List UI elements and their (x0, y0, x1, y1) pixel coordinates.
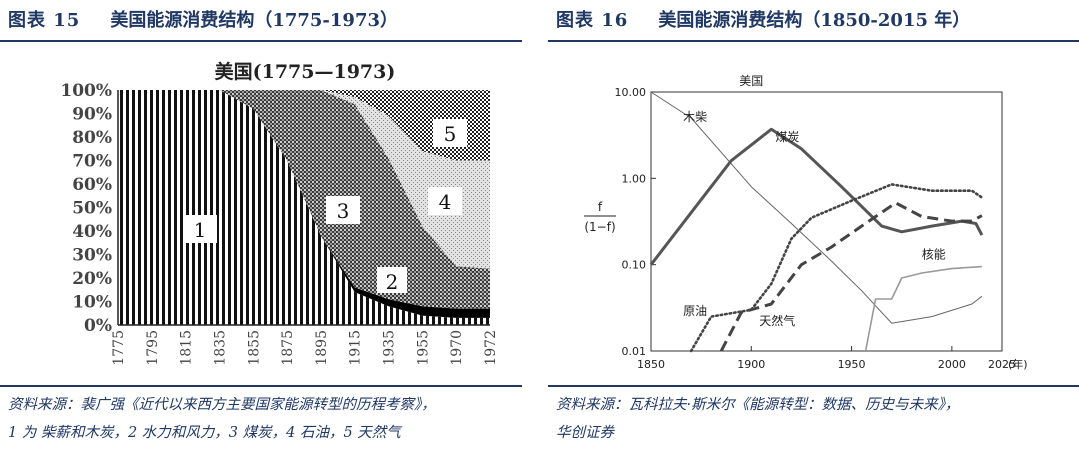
x-tick-label: 1895 (314, 330, 330, 366)
chart-title: 美国 (739, 74, 763, 88)
x-tick-label: 1850 (637, 358, 665, 371)
series-line-2 (649, 127, 984, 266)
series-label: 核能 (922, 247, 946, 261)
y-tick-label: 1.00 (622, 172, 647, 185)
y-tick-label: 0% (84, 316, 112, 336)
area-layer-3 (118, 90, 490, 309)
x-tick-label: 1955 (415, 330, 431, 366)
figure-15-caption: 美国能源消费结构（1775-1973） (110, 10, 398, 31)
x-tick-label: 1815 (179, 330, 195, 366)
x-tick-label: 1875 (280, 330, 296, 366)
y-tick-label: 20% (72, 269, 112, 289)
series-label: 天然气 (759, 313, 795, 328)
area-label-box-2 (377, 267, 407, 293)
figure-15-panel: 图表 15 美国能源消费结构（1775-1973） (0, 0, 522, 451)
figure-15-label: 图表 15 (8, 10, 81, 31)
area-label-box-5 (433, 119, 467, 147)
y-tick-label: 10% (72, 293, 112, 313)
x-tick-label: 1935 (382, 330, 398, 366)
series-line-4 (719, 201, 983, 352)
area-label-1: 1 (194, 218, 207, 242)
figure-16-title: 图表 16 美国能源消费结构（1850-2015 年） (556, 6, 970, 32)
area-label-box-1 (183, 215, 217, 243)
y-label-denominator: (1−f) (584, 220, 615, 234)
y-tick-label: 100% (60, 81, 112, 101)
source-rule (0, 385, 522, 387)
figure-16-panel: 图表 16 美国能源消费结构（1850-2015 年） 0.01 0.10 1.00 1… (548, 0, 1079, 451)
x-tick-label: 1972 (483, 330, 499, 366)
x-tick-label: 1775 (111, 330, 127, 366)
x-axis-unit: (年) (1008, 357, 1028, 371)
x-tick-label: 1970 (449, 330, 465, 366)
area-label-5: 5 (444, 122, 457, 146)
area-layer-1 (118, 90, 490, 325)
x-tick-label: 1795 (145, 330, 161, 366)
x-tick-label: 2000 (938, 358, 966, 371)
area-label-box-3 (326, 196, 360, 224)
title-rule (548, 40, 1079, 42)
log-line-chart: 0.01 0.10 1.00 10.00 1850 1900 1950 2000 2025(年)… (584, 74, 1028, 371)
y-tick-label: 0.01 (622, 345, 647, 358)
y-tick-label: 60% (72, 175, 112, 195)
chart-text: 0.01 0.10 1.00 10.00 1850 1900 1950 2000 2025(年)… (584, 74, 1027, 371)
figure-15-title: 图表 15 美国能源消费结构（1775-1973） (8, 6, 398, 32)
area-label-box-4 (428, 187, 462, 215)
chart-title: 美国(1775—1973) (215, 60, 396, 83)
plot-frame (584, 91, 1003, 352)
y-tick-label: 30% (72, 246, 112, 266)
series-label: 煤炭 (775, 130, 799, 144)
series-line-3 (689, 183, 984, 353)
figure-16-source-org: 华创证券 (556, 425, 614, 441)
area-layer-4 (118, 90, 490, 269)
y-tick-label: 0.10 (622, 259, 647, 272)
series-line-5 (864, 265, 982, 352)
y-tick-label: 40% (72, 222, 112, 242)
figure-16-caption: 美国能源消费结构（1850-2015 年） (658, 10, 971, 31)
y-tick-label: 50% (72, 199, 112, 219)
x-tick-label: 1835 (212, 330, 228, 366)
stacked-area-chart: 1 2 3 4 5 0% 10% 20% 30% 40% 50% 60% 70% 80% 90% 100% 1… (60, 60, 499, 366)
figure-15-legend-note: 1 为 柴薪和木炭，2 水力和风力，3 煤炭，4 石油，5 天然气 (8, 425, 401, 441)
x-tick-label: 1900 (737, 358, 765, 371)
series-line-1 (650, 91, 983, 324)
x-tick-label: 2025 (988, 358, 1016, 371)
series-label: 木柴 (683, 110, 707, 124)
y-tick-label: 90% (72, 105, 112, 125)
y-tick-label: 10.00 (615, 86, 647, 99)
area-label-3: 3 (337, 199, 350, 223)
area-label-2: 2 (386, 270, 399, 294)
figure-15-source: 资料来源：裴广强《近代以来西方主要国家能源转型的历程考察》， (8, 397, 436, 413)
series-label: 原油 (683, 304, 707, 318)
x-tick-label: 1915 (348, 330, 364, 366)
y-label-numerator: f (598, 200, 603, 214)
x-tick-label: 1950 (838, 358, 866, 371)
area-layers: 1 2 3 4 5 (118, 90, 490, 325)
x-tick-label: 1855 (246, 330, 262, 366)
title-rule (0, 40, 522, 42)
source-rule (548, 385, 1079, 387)
chart-axes: 0% 10% 20% 30% 40% 50% 60% 70% 80% 90% 100% 1775 179… (60, 81, 499, 366)
figure-16-label: 图表 16 (556, 10, 629, 31)
series-lines (649, 91, 984, 353)
y-tick-label: 80% (72, 128, 112, 148)
plot-border (650, 91, 1003, 352)
y-tick-label: 70% (72, 152, 112, 172)
area-label-4: 4 (439, 190, 452, 214)
figure-16-source: 资料来源：瓦科拉夫·斯米尔《能源转型：数据、历史与未来》， (556, 397, 960, 413)
area-layer-5 (118, 90, 490, 161)
